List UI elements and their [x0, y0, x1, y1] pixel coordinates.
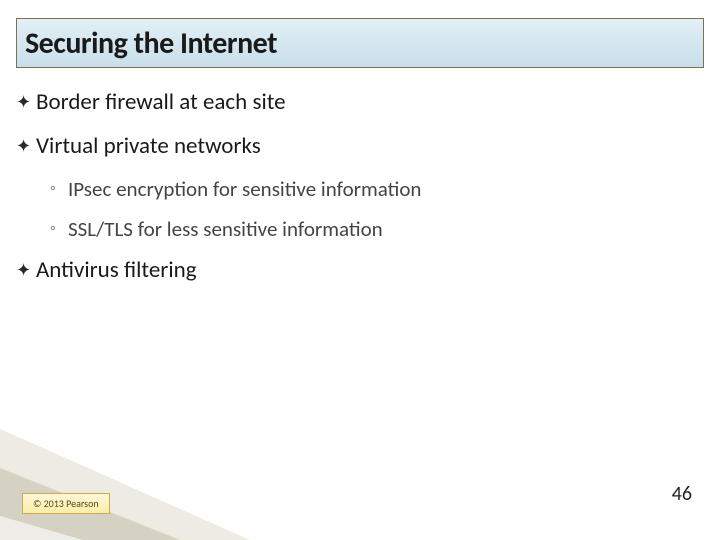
bullet-text: Border firewall at each site — [36, 88, 286, 116]
bullet-item: ✦ Virtual private networks — [16, 132, 696, 160]
copyright-badge: © 2013 Pearson — [22, 493, 110, 514]
bullet-icon: ✦ — [16, 132, 36, 160]
page-number: 46 — [672, 482, 692, 506]
bullet-icon: ✦ — [16, 256, 36, 284]
slide-title: Securing the Internet — [25, 25, 277, 62]
bullet-text: Antivirus filtering — [36, 256, 197, 284]
sub-bullet-text: IPsec encryption for sensitive informati… — [68, 176, 421, 202]
bullet-item: ✦ Border firewall at each site — [16, 88, 696, 116]
sub-bullet-item: ◦ SSL/TLS for less sensitive information — [50, 216, 696, 242]
sub-bullet-text: SSL/TLS for less sensitive information — [68, 216, 383, 242]
title-bar: Securing the Internet — [16, 18, 704, 68]
slide: Securing the Internet ✦ Border firewall … — [0, 0, 720, 540]
sub-bullet-item: ◦ IPsec encryption for sensitive informa… — [50, 176, 696, 202]
sub-bullet-icon: ◦ — [50, 176, 68, 202]
sub-bullet-icon: ◦ — [50, 216, 68, 242]
bullet-item: ✦ Antivirus filtering — [16, 256, 696, 284]
content-area: ✦ Border firewall at each site ✦ Virtual… — [16, 88, 696, 300]
bullet-text: Virtual private networks — [36, 132, 261, 160]
bullet-icon: ✦ — [16, 88, 36, 116]
